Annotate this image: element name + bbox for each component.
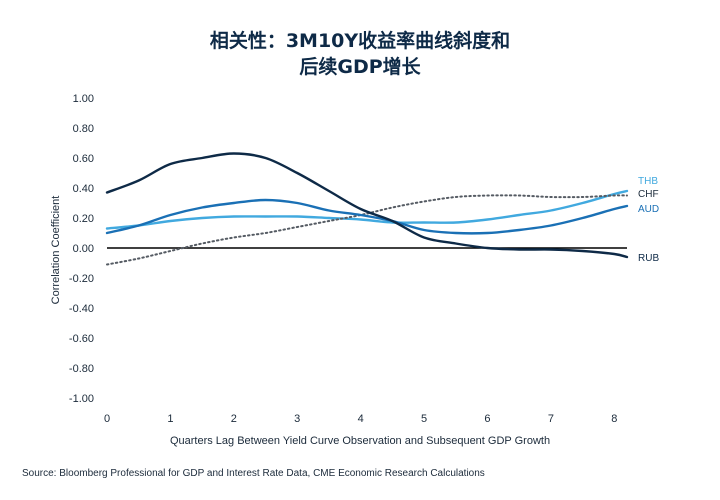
y-axis-ticks: 1.00 0.80 0.60 0.40 0.20 0.00 -0.20 -0.40 -0.60 -… <box>69 93 94 405</box>
x-tick-label: 6 <box>484 413 490 425</box>
y-tick-label: 0.00 <box>73 243 94 255</box>
x-axis-ticks: 0 1 2 3 4 5 6 7 8 <box>104 413 617 425</box>
y-tick-label: -0.20 <box>69 273 94 285</box>
legend-label-aud: AUD <box>638 204 659 215</box>
y-tick-label: 0.40 <box>73 183 94 195</box>
x-tick-label: 2 <box>231 413 237 425</box>
series-lines <box>105 152 629 266</box>
series-line-rub <box>105 152 629 259</box>
x-tick-label: 5 <box>421 413 427 425</box>
x-tick-label: 7 <box>548 413 554 425</box>
chart-title-line1: 相关性：3M10Y收益率曲线斜度和 <box>209 30 511 52</box>
y-tick-label: 0.20 <box>73 213 94 225</box>
legend-label-chf: CHF <box>638 189 659 200</box>
x-tick-label: 0 <box>104 413 110 425</box>
x-tick-label: 8 <box>611 413 617 425</box>
y-tick-label: 0.80 <box>73 123 94 135</box>
x-tick-label: 3 <box>294 413 300 425</box>
y-tick-label: -0.80 <box>69 363 94 375</box>
series-line-chf <box>106 194 628 266</box>
source-note: Source: Bloomberg Professional for GDP a… <box>22 468 485 479</box>
y-tick-label: -1.00 <box>69 393 94 405</box>
x-tick-label: 4 <box>358 413 364 425</box>
x-axis-label: Quarters Lag Between Yield Curve Observa… <box>170 435 550 447</box>
y-tick-label: -0.40 <box>69 303 94 315</box>
legend: THB CHF AUD RUB <box>638 176 659 264</box>
y-axis-label: Correlation Coefficient <box>50 196 62 305</box>
x-tick-label: 1 <box>167 413 173 425</box>
legend-label-thb: THB <box>638 176 658 187</box>
y-tick-label: 0.60 <box>73 153 94 165</box>
series-line-aud <box>105 198 629 235</box>
legend-label-rub: RUB <box>638 253 659 264</box>
y-tick-label: -0.60 <box>69 333 94 345</box>
chart-title-line2: 后续GDP增长 <box>299 56 421 78</box>
y-tick-label: 1.00 <box>73 93 94 105</box>
series-line-thb <box>105 189 629 230</box>
